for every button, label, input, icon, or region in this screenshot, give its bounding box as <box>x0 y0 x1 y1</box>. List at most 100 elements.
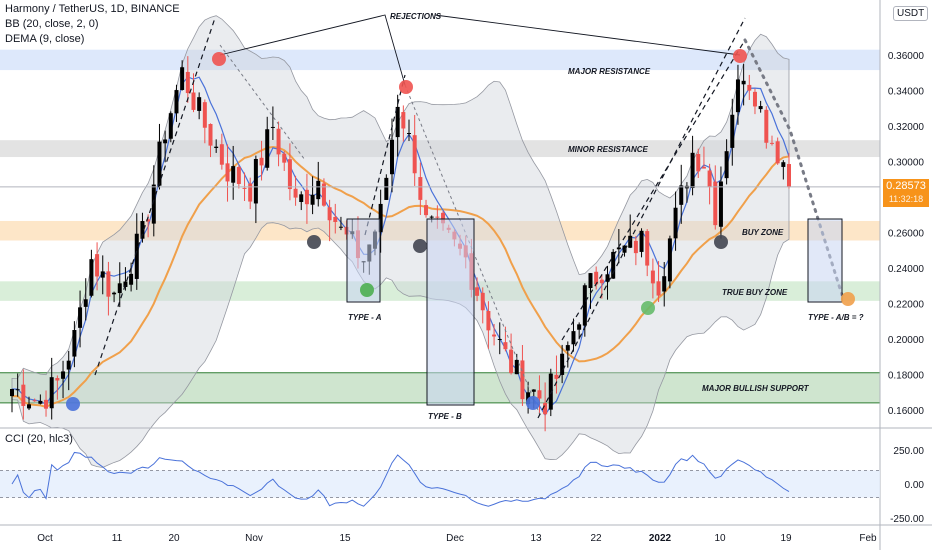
candle-body <box>225 163 230 182</box>
uptrend-dash-4 <box>561 39 746 341</box>
candle-55 <box>321 178 326 207</box>
true-buy-marker-1 <box>360 283 374 297</box>
candle-body <box>769 142 774 144</box>
candle-108 <box>622 245 627 257</box>
currency-button[interactable]: USDT <box>893 6 929 21</box>
cci-legend[interactable]: CCI (20, hlc3) <box>5 433 73 445</box>
candle-body <box>321 183 326 206</box>
candle-body <box>758 106 763 110</box>
candle-body <box>338 226 343 228</box>
time-tick-label: 11 <box>112 533 123 544</box>
time-tick-label: 20 <box>168 533 180 544</box>
time-tick-label: Feb <box>859 533 877 544</box>
candle-51 <box>299 191 304 211</box>
candle-body <box>185 71 190 94</box>
candle-57 <box>333 203 338 234</box>
candle-body <box>594 271 599 285</box>
candle-84 <box>486 301 491 349</box>
candle-body <box>480 292 485 311</box>
candle-body <box>106 271 111 297</box>
candle-121 <box>696 148 701 179</box>
candle-5 <box>38 394 43 405</box>
bollinger-bands <box>11 15 790 468</box>
candle-body <box>21 384 26 406</box>
price-tick-label: 0.32000 <box>888 122 925 133</box>
candle-68 <box>395 94 400 157</box>
type-ab-label: TYPE - A/B = ? <box>808 313 864 322</box>
candle-130 <box>747 74 752 100</box>
symbol-legend[interactable]: Harmony / TetherUS, 1D, BINANCE <box>5 3 180 15</box>
candle-39 <box>231 145 236 200</box>
candle-body <box>333 216 338 222</box>
candle-body <box>236 167 241 184</box>
candle-body <box>208 123 213 146</box>
candle-body <box>673 207 678 239</box>
candle-13 <box>83 278 88 321</box>
candle-body <box>310 194 315 205</box>
rejections-label: REJECTIONS <box>390 12 442 21</box>
candle-body <box>724 151 729 179</box>
type-a-label: TYPE - A <box>348 313 382 322</box>
price-tick-label: 0.16000 <box>888 406 925 417</box>
candle-body <box>707 170 712 187</box>
candle-123 <box>707 163 712 205</box>
dema-legend[interactable]: DEMA (9, close) <box>5 33 85 45</box>
candle-30 <box>180 60 185 91</box>
bb-legend[interactable]: BB (20, close, 2, 0) <box>5 18 99 30</box>
candle-body <box>140 221 145 239</box>
candle-body <box>520 360 525 400</box>
candle-47 <box>276 121 281 167</box>
rejection-lines-left <box>219 14 406 86</box>
time-tick-label: 13 <box>530 533 542 544</box>
uptrend-dash-2 <box>364 74 406 236</box>
candle-88 <box>509 333 514 375</box>
candle-35 <box>208 123 213 158</box>
candle-body <box>730 114 735 148</box>
candle-10 <box>66 350 71 391</box>
price-tick-label: 0.24000 <box>888 264 925 275</box>
annotation-overlay: REJECTIONS MAJOR RESISTANCE MINOR RESISTAN… <box>0 12 880 421</box>
time-tick-label: Dec <box>446 533 464 544</box>
candle-body <box>514 359 519 375</box>
candle-122 <box>701 146 706 169</box>
candle-42 <box>248 177 253 210</box>
candle-body <box>174 90 179 114</box>
major-resistance-label: MAJOR RESISTANCE <box>568 67 651 76</box>
candle-body <box>304 189 309 205</box>
candle-133 <box>764 106 769 149</box>
cci-band <box>0 470 880 498</box>
candle-129 <box>741 64 746 106</box>
candle-82 <box>475 277 480 302</box>
candle-body <box>639 230 644 252</box>
candle-33 <box>197 92 202 120</box>
candle-body <box>248 183 253 202</box>
candle-body <box>129 273 134 285</box>
candle-85 <box>492 323 497 346</box>
candle-body <box>752 91 757 107</box>
candle-67 <box>389 118 394 193</box>
candle-4 <box>32 398 37 402</box>
candle-19 <box>117 262 122 308</box>
candle-body <box>197 97 202 111</box>
true-buy-zone-label: TRUE BUY ZONE <box>722 288 788 297</box>
candle-body <box>509 349 514 374</box>
candle-113 <box>650 258 655 299</box>
candle-50 <box>293 175 298 206</box>
candle-body <box>89 259 94 296</box>
price-tick-label: 0.30000 <box>888 158 925 169</box>
candle-body <box>548 373 553 410</box>
dema-line <box>11 76 790 417</box>
rejection-marker-1 <box>212 52 226 66</box>
candle-86 <box>497 322 502 355</box>
candle-18 <box>112 291 117 303</box>
candle-body <box>764 109 769 143</box>
time-tick-label: 2022 <box>649 533 672 544</box>
candle-body <box>435 216 440 218</box>
time-tick-label: 19 <box>780 533 792 544</box>
candle-97 <box>560 344 565 384</box>
candle-28 <box>168 111 173 143</box>
candle-26 <box>157 123 162 190</box>
dip-marker-2 <box>413 239 427 253</box>
